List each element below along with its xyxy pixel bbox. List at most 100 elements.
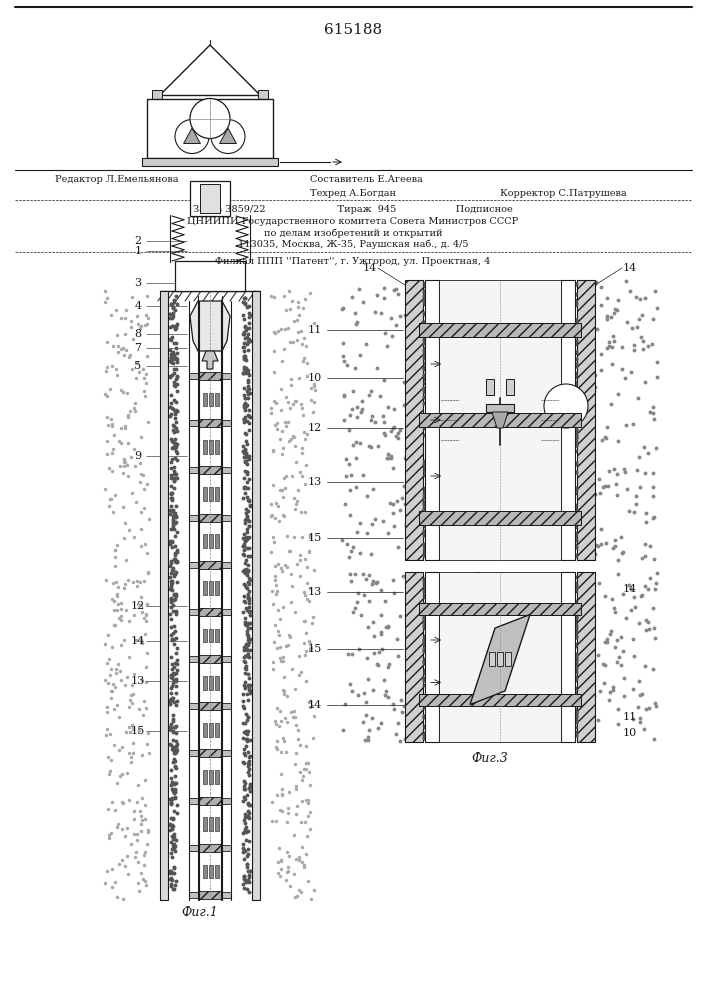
Bar — [199, 372, 221, 380]
Bar — [221, 420, 231, 426]
Bar — [209, 676, 213, 690]
Bar — [215, 534, 219, 548]
Text: Заказ 3859/22                       Тираж  945                   Подписное: Заказ 3859/22 Тираж 945 Подписное — [193, 206, 513, 215]
Text: 7: 7 — [134, 343, 141, 353]
Bar — [221, 892, 231, 898]
Bar — [209, 817, 213, 831]
Bar — [199, 419, 221, 427]
Bar — [199, 702, 221, 710]
Polygon shape — [492, 412, 508, 428]
Bar — [189, 515, 199, 521]
Bar — [209, 865, 213, 878]
Bar — [209, 629, 213, 642]
Bar — [215, 770, 219, 784]
Bar — [419, 511, 581, 525]
Bar — [221, 798, 231, 804]
Bar — [419, 511, 581, 525]
Bar — [425, 572, 439, 742]
Bar — [189, 467, 199, 473]
Bar — [577, 572, 595, 742]
Bar — [505, 652, 511, 666]
Bar — [199, 419, 221, 427]
Text: 11: 11 — [308, 325, 322, 335]
Text: Техред А.Богдан: Техред А.Богдан — [310, 188, 396, 198]
Polygon shape — [184, 128, 200, 143]
Bar — [215, 581, 219, 595]
Bar — [215, 865, 219, 878]
Bar — [203, 723, 207, 737]
Bar — [203, 534, 207, 548]
Bar — [221, 562, 231, 568]
Bar — [199, 608, 221, 616]
Bar — [209, 487, 213, 501]
Bar — [577, 572, 595, 742]
Bar — [561, 280, 575, 560]
Bar — [152, 90, 162, 100]
Bar — [215, 817, 219, 831]
Bar — [221, 515, 231, 521]
Bar — [419, 323, 581, 337]
Bar — [215, 393, 219, 406]
Bar — [190, 181, 230, 216]
Bar — [215, 487, 219, 501]
Bar — [147, 99, 273, 158]
Polygon shape — [202, 351, 218, 369]
Bar — [199, 844, 221, 852]
Bar — [199, 749, 221, 757]
Text: 11: 11 — [623, 712, 637, 722]
Bar — [199, 514, 221, 522]
Text: 13: 13 — [308, 587, 322, 597]
Bar — [577, 280, 595, 560]
Bar — [425, 280, 439, 560]
Bar — [419, 603, 581, 615]
Text: Фиг.1: Фиг.1 — [182, 906, 218, 918]
Bar — [419, 413, 581, 427]
Bar — [199, 561, 221, 569]
Text: 113035, Москва, Ж-35, Раушская наб., д. 4/5: 113035, Москва, Ж-35, Раушская наб., д. … — [238, 239, 468, 249]
Bar — [203, 487, 207, 501]
Bar — [419, 603, 581, 615]
Text: 15: 15 — [308, 533, 322, 543]
Text: Фиг.3: Фиг.3 — [472, 752, 508, 764]
Bar — [189, 420, 199, 426]
Bar — [203, 440, 207, 454]
Bar — [199, 844, 221, 852]
Text: Фиг.2: Фиг.2 — [472, 572, 508, 584]
Polygon shape — [220, 128, 236, 143]
Bar — [209, 723, 213, 737]
Polygon shape — [190, 301, 230, 351]
Bar — [189, 750, 199, 756]
Polygon shape — [470, 614, 530, 705]
Bar — [199, 561, 221, 569]
Bar — [419, 694, 581, 706]
Bar — [405, 572, 423, 742]
Bar — [221, 703, 231, 709]
Bar — [199, 514, 221, 522]
Text: 5: 5 — [134, 361, 141, 371]
Bar — [419, 413, 581, 427]
Bar — [160, 291, 168, 900]
Bar — [419, 323, 581, 337]
Bar — [258, 90, 268, 100]
Bar — [506, 379, 514, 395]
Text: Филиал ППП ''Патент'', г. Ужгород, ул. Проектная, 4: Филиал ППП ''Патент'', г. Ужгород, ул. П… — [216, 257, 491, 266]
Bar — [561, 572, 575, 742]
Bar — [215, 676, 219, 690]
Bar — [203, 676, 207, 690]
Bar — [221, 467, 231, 473]
Text: 15: 15 — [131, 726, 145, 736]
Text: 2: 2 — [134, 236, 141, 246]
Bar — [209, 440, 213, 454]
Bar — [489, 652, 495, 666]
Bar — [439, 572, 561, 742]
Text: ЦНИИПИ Государственного комитета Совета Министров СССР: ЦНИИПИ Государственного комитета Совета … — [187, 218, 519, 227]
Text: 3: 3 — [134, 278, 141, 288]
Bar — [199, 372, 221, 380]
Bar — [189, 656, 199, 662]
Text: 12: 12 — [131, 601, 145, 611]
Bar — [199, 891, 221, 899]
Bar — [405, 280, 423, 560]
Bar — [199, 749, 221, 757]
Bar — [405, 572, 423, 742]
Circle shape — [211, 119, 245, 153]
